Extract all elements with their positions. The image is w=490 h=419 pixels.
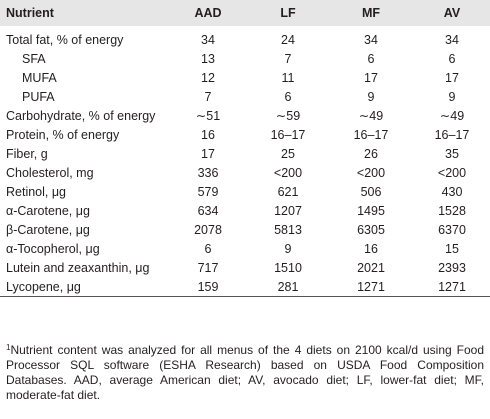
table-row: Carbohydrate, % of energy ∼51 ∼59 ∼49 ∼49 — [0, 106, 490, 125]
cell-value: 634 — [197, 203, 219, 218]
table-row: Lycopene, μg 159 281 1271 1271 — [0, 277, 490, 297]
cell-value: 24 — [281, 32, 295, 47]
table-row: Lutein and zeaxanthin, μg 717 1510 2021 2393 — [0, 258, 490, 277]
cell-value: 2393 — [438, 260, 466, 275]
cell-value: 17 — [445, 70, 459, 85]
row-label: α-Carotene, μg — [6, 203, 90, 218]
cell-value: <200 — [273, 165, 303, 180]
row-label: α-Tocopherol, μg — [6, 241, 100, 256]
cell-value: 17 — [364, 70, 378, 85]
cell-value: <200 — [356, 165, 386, 180]
cell-value: 6 — [204, 241, 212, 256]
column-header: AV — [414, 0, 490, 26]
cell-value: 11 — [281, 70, 295, 85]
row-label: Total fat, % of energy — [6, 32, 124, 47]
cell-value: 15 — [445, 241, 459, 256]
cell-value: 9 — [367, 89, 375, 104]
cell-value: 34 — [445, 32, 459, 47]
table-row: Fiber, g 17 25 26 35 — [0, 144, 490, 163]
row-label: Protein, % of energy — [6, 127, 120, 142]
row-label: SFA — [22, 51, 46, 66]
cell-value: 16 — [364, 241, 378, 256]
cell-value: 7 — [204, 89, 212, 104]
cell-value: 9 — [284, 241, 292, 256]
cell-value: ∼59 — [275, 109, 301, 123]
cell-value: 2021 — [357, 260, 385, 275]
table-row: SFA 13 7 6 6 — [0, 49, 490, 68]
cell-value: 1271 — [414, 277, 490, 297]
cell-value: 6305 — [357, 222, 385, 237]
cell-value: ∼49 — [358, 109, 384, 123]
row-label: β-Carotene, μg — [6, 222, 90, 237]
row-label: Lycopene, μg — [0, 277, 168, 297]
cell-value: 17 — [201, 146, 215, 161]
table-row: α-Tocopherol, μg 6 9 16 15 — [0, 239, 490, 258]
cell-value: ∼51 — [195, 109, 221, 123]
cell-value: 159 — [168, 277, 248, 297]
cell-value: 16–17 — [434, 127, 470, 142]
cell-value: 13 — [201, 51, 215, 66]
cell-value: 16–17 — [353, 127, 389, 142]
cell-value: 1495 — [357, 203, 385, 218]
table-body: Total fat, % of energy 34 24 34 34 SFA 13 7 6 6 MU… — [0, 26, 490, 297]
row-label: PUFA — [22, 89, 55, 104]
cell-value: 6 — [284, 89, 292, 104]
table-row: Protein, % of energy 16 16–17 16–17 16–17 — [0, 125, 490, 144]
footnote-text: Nutrient content was analyzed for all me… — [6, 343, 484, 402]
cell-value: 5813 — [274, 222, 302, 237]
cell-value: 6 — [448, 51, 456, 66]
row-label: Fiber, g — [6, 146, 48, 161]
cell-value: 7 — [284, 51, 292, 66]
cell-value: 336 — [197, 165, 219, 180]
row-label: Carbohydrate, % of energy — [6, 108, 156, 123]
cell-value: 506 — [360, 184, 382, 199]
cell-value: ∼49 — [439, 109, 465, 123]
cell-value: 9 — [448, 89, 456, 104]
table-row: α-Carotene, μg 634 1207 1495 1528 — [0, 201, 490, 220]
table-row: PUFA 7 6 9 9 — [0, 87, 490, 106]
table-row: Retinol, μg 579 621 506 430 — [0, 182, 490, 201]
cell-value: 6370 — [438, 222, 466, 237]
header-row: Nutrient AAD LF MF AV — [0, 0, 490, 26]
table-row: Total fat, % of energy 34 24 34 34 — [0, 26, 490, 49]
cell-value: 1207 — [274, 203, 302, 218]
cell-value: 12 — [201, 70, 215, 85]
cell-value: 579 — [197, 184, 219, 199]
table-row: MUFA 12 11 17 17 — [0, 68, 490, 87]
cell-value: 621 — [277, 184, 299, 199]
row-label: Lutein and zeaxanthin, μg — [6, 260, 150, 275]
table-row: Cholesterol, mg 336 <200 <200 <200 — [0, 163, 490, 182]
column-header: Nutrient — [0, 0, 168, 26]
cell-value: 281 — [248, 277, 328, 297]
cell-value: 16 — [201, 127, 215, 142]
cell-value: 34 — [201, 32, 215, 47]
footnote-marker: 1 — [6, 343, 11, 352]
row-label: Cholesterol, mg — [6, 165, 94, 180]
cell-value: 1510 — [274, 260, 302, 275]
footnote: 1Nutrient content was analyzed for all m… — [6, 343, 484, 403]
cell-value: 2078 — [194, 222, 222, 237]
table-row: β-Carotene, μg 2078 5813 6305 6370 — [0, 220, 490, 239]
column-header: LF — [248, 0, 328, 26]
nutrient-table: Nutrient AAD LF MF AV Total fat, % of energy… — [0, 0, 490, 297]
cell-value: 26 — [364, 146, 378, 161]
cell-value: 16–17 — [270, 127, 306, 142]
cell-value: 34 — [364, 32, 378, 47]
cell-value: 6 — [367, 51, 375, 66]
cell-value: 717 — [197, 260, 219, 275]
cell-value: 430 — [441, 184, 463, 199]
column-header: MF — [328, 0, 414, 26]
row-label: Retinol, μg — [6, 184, 67, 199]
cell-value: 1528 — [438, 203, 466, 218]
cell-value: 25 — [281, 146, 295, 161]
column-header: AAD — [168, 0, 248, 26]
cell-value: 1271 — [328, 277, 414, 297]
cell-value: <200 — [437, 165, 467, 180]
row-label: MUFA — [22, 70, 57, 85]
cell-value: 35 — [445, 146, 459, 161]
